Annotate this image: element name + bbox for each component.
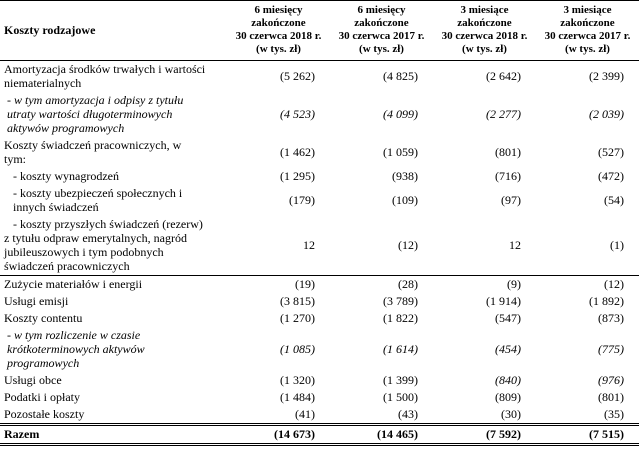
total-value: (7 515) (536, 423, 639, 446)
row-value: (1 059) (383, 145, 418, 159)
row-value: (2 277) (486, 107, 521, 121)
row-value: (35) (604, 407, 624, 421)
table-row: - w tym rozliczenie w czasie krótkotermi… (0, 327, 639, 372)
column-header-6m-2017: 6 miesięcy zakończone 30 czerwca 2017 r.… (330, 0, 433, 61)
row-value: (4 523) (280, 107, 315, 121)
table-row: - koszty przyszłych świadczeń (rezerw) z… (0, 216, 639, 276)
column-header-3m-2017: 3 miesiące zakończone 30 czerwca 2017 r.… (536, 0, 639, 61)
row-value: (1 914) (486, 294, 521, 308)
row-value: (1 399) (383, 373, 418, 387)
row-value: (1 295) (280, 169, 315, 183)
row-value: (109) (392, 193, 418, 207)
row-label: - koszty ubezpieczeń społecznych i innyc… (13, 186, 183, 214)
row-label: Pozostałe koszty (4, 407, 85, 421)
row-value: (54) (604, 193, 624, 207)
row-value: (547) (495, 311, 521, 325)
table-row: Zużycie materiałów i energii (19) (28) (… (0, 276, 639, 294)
row-value: (19) (295, 277, 315, 291)
total-value: (14 465) (330, 423, 433, 446)
row-label: Podatki i opłaty (4, 390, 80, 404)
table-row: Amortyzacja środków trwałych i wartości … (0, 61, 639, 93)
row-label: - w tym rozliczenie w czasie krótkotermi… (7, 328, 145, 370)
row-value: (9) (507, 277, 521, 291)
row-value: (97) (501, 193, 521, 207)
row-value: (1 484) (280, 390, 315, 404)
row-value: (43) (398, 407, 418, 421)
row-value: (1 462) (280, 145, 315, 159)
row-value: (938) (392, 169, 418, 183)
row-value: (28) (398, 277, 418, 291)
row-value: (840) (495, 373, 521, 387)
row-value: (1 822) (383, 311, 418, 325)
row-value: (454) (495, 342, 521, 356)
total-value: (7 592) (433, 423, 536, 446)
table-row: Podatki i opłaty (1 484) (1 500) (809) (… (0, 389, 639, 406)
row-label: Usługi obce (4, 373, 62, 387)
row-label: - w tym amortyzacja i odpisy z tytułu ut… (7, 93, 184, 135)
row-value: (472) (598, 169, 624, 183)
row-value: (41) (295, 407, 315, 421)
row-value: 12 (227, 216, 330, 276)
row-value: (801) (598, 390, 624, 404)
row-value: (716) (495, 169, 521, 183)
row-value: (1 320) (280, 373, 315, 387)
row-value: (30) (501, 407, 521, 421)
row-value: (3 789) (383, 294, 418, 308)
row-value: (1 614) (383, 342, 418, 356)
row-value: (1 270) (280, 311, 315, 325)
row-value: (5 262) (280, 69, 315, 83)
table-row: Koszty świadczeń pracowniczych, w tym: (… (0, 137, 639, 168)
table-title: Koszty rodzajowe (0, 0, 227, 61)
table-row: - koszty wynagrodzeń (1 295) (938) (716)… (0, 168, 639, 185)
row-value: (2 399) (589, 69, 624, 83)
total-value: (14 673) (227, 423, 330, 446)
row-value: 12 (433, 216, 536, 276)
row-value: (1 085) (280, 342, 315, 356)
row-value: (12) (330, 216, 433, 276)
row-value: (809) (495, 390, 521, 404)
table-row: - koszty ubezpieczeń społecznych i innyc… (0, 185, 639, 216)
row-value: (4 099) (383, 107, 418, 121)
row-value: (3 815) (280, 294, 315, 308)
row-label: - koszty przyszłych świadczeń (rezerw) z… (0, 216, 227, 276)
row-value: (4 825) (383, 69, 418, 83)
column-header-6m-2018: 6 miesięcy zakończone 30 czerwca 2018 r.… (227, 0, 330, 61)
table-row: Usługi obce (1 320) (1 399) (840) (976) (0, 372, 639, 389)
row-label: Koszty świadczeń pracowniczych, w tym: (4, 138, 182, 166)
row-value: (801) (495, 145, 521, 159)
row-label: Amortyzacja środków trwałych i wartości … (4, 62, 206, 90)
row-label: Koszty contentu (4, 311, 83, 325)
row-value: (527) (598, 145, 624, 159)
row-value: (2 039) (589, 107, 624, 121)
column-header-3m-2018: 3 miesiące zakończone 30 czerwca 2018 r.… (433, 0, 536, 61)
row-value: (1 892) (589, 294, 624, 308)
row-value: (2 642) (486, 69, 521, 83)
table-row: - w tym amortyzacja i odpisy z tytułu ut… (0, 92, 639, 137)
row-value: (1) (536, 216, 639, 276)
row-value: (976) (598, 373, 624, 387)
header-row: Koszty rodzajowe 6 miesięcy zakończone 3… (0, 0, 639, 61)
table-row: Usługi emisji (3 815) (3 789) (1 914) (1… (0, 293, 639, 310)
table-row: Pozostałe koszty (41) (43) (30) (35) (0, 406, 639, 425)
row-value: (1 500) (383, 390, 418, 404)
row-value: (179) (289, 193, 315, 207)
row-label: Usługi emisji (4, 294, 69, 308)
row-label: - koszty wynagrodzeń (13, 169, 119, 183)
row-value: (775) (598, 342, 624, 356)
row-value: (873) (598, 311, 624, 325)
total-label: Razem (0, 423, 227, 446)
table-row: Koszty contentu (1 270) (1 822) (547) (8… (0, 310, 639, 327)
row-value: (12) (604, 277, 624, 291)
total-row: Razem (14 673) (14 465) (7 592) (7 515) (0, 423, 639, 446)
row-label: Zużycie materiałów i energii (4, 277, 143, 291)
